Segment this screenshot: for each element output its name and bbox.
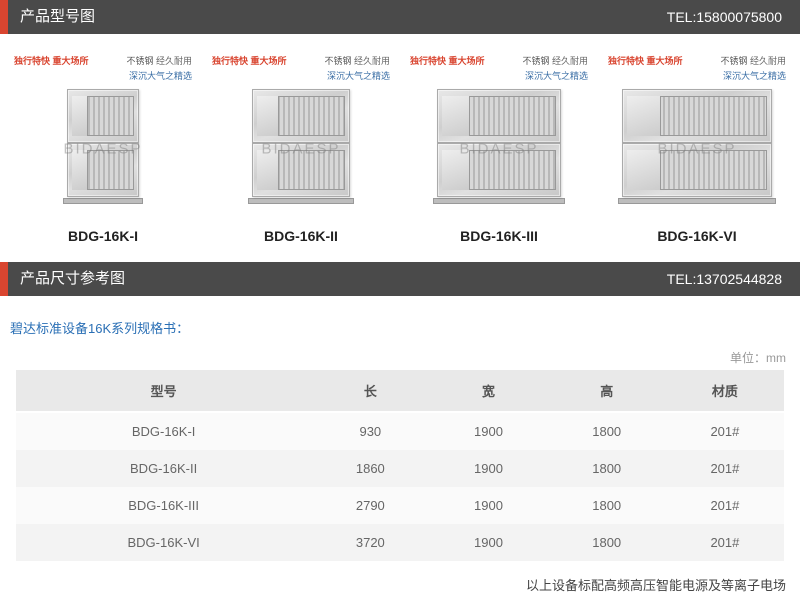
- product-tagline-2: 深沉大气之精选: [206, 69, 396, 84]
- unit-label: 单位：mm: [0, 343, 800, 370]
- table-row: BDG-16K-VI372019001800201#: [16, 524, 784, 561]
- table-cell: 3720: [311, 524, 429, 561]
- product-tagline-2: 深沉大气之精选: [602, 69, 792, 84]
- product-label: BDG-16K-III: [404, 228, 594, 244]
- product-grid: 独行特快 重大场所 不锈钢 经久耐用 深沉大气之精选 BIDAESP BDG-1…: [0, 46, 800, 262]
- tag-right: 不锈钢 经久耐用: [523, 54, 589, 67]
- product-card: 独行特快 重大场所 不锈钢 经久耐用 深沉大气之精选 BIDAESP BDG-1…: [602, 54, 792, 244]
- tag-blue: 深沉大气之精选: [327, 69, 390, 82]
- table-row: BDG-16K-I93019001800201#: [16, 412, 784, 450]
- accent-bar: [0, 0, 8, 34]
- tag-blue: 深沉大气之精选: [723, 69, 786, 82]
- section-header-dimensions: 产品尺寸参考图 TEL:13702544828: [0, 262, 800, 296]
- tag-blue: 深沉大气之精选: [129, 69, 192, 82]
- spec-table: 型号长宽高材质 BDG-16K-I93019001800201#BDG-16K-…: [16, 370, 784, 561]
- table-cell: 1800: [548, 487, 666, 524]
- table-cell: 930: [311, 412, 429, 450]
- table-cell: 1860: [311, 450, 429, 487]
- product-card: 独行特快 重大场所 不锈钢 经久耐用 深沉大气之精选 BIDAESP BDG-1…: [8, 54, 198, 244]
- table-cell: 201#: [666, 524, 784, 561]
- table-row: BDG-16K-III279019001800201#: [16, 487, 784, 524]
- table-cell: 1900: [429, 524, 547, 561]
- product-card: 独行特快 重大场所 不锈钢 经久耐用 深沉大气之精选 BIDAESP BDG-1…: [404, 54, 594, 244]
- tag-right: 不锈钢 经久耐用: [325, 54, 391, 67]
- table-cell: BDG-16K-III: [16, 487, 311, 524]
- table-cell: 201#: [666, 487, 784, 524]
- table-header-cell: 型号: [16, 370, 311, 412]
- product-image: BIDAESP: [404, 84, 594, 214]
- product-label: BDG-16K-VI: [602, 228, 792, 244]
- section-header-models: 产品型号图 TEL:15800075800: [0, 0, 800, 34]
- tag-blue: 深沉大气之精选: [525, 69, 588, 82]
- table-cell: 1800: [548, 450, 666, 487]
- product-tagline-2: 深沉大气之精选: [404, 69, 594, 84]
- product-tagline: 独行特快 重大场所 不锈钢 经久耐用: [8, 54, 198, 69]
- section-title-dimensions: 产品尺寸参考图: [8, 262, 667, 296]
- table-cell: 1900: [429, 450, 547, 487]
- table-cell: 201#: [666, 450, 784, 487]
- product-tagline: 独行特快 重大场所 不锈钢 经久耐用: [602, 54, 792, 69]
- table-cell: 201#: [666, 412, 784, 450]
- product-image: BIDAESP: [8, 84, 198, 214]
- table-header-cell: 材质: [666, 370, 784, 412]
- table-cell: 1900: [429, 487, 547, 524]
- tag-red: 独行特快 重大场所: [14, 54, 89, 67]
- tag-red: 独行特快 重大场所: [212, 54, 287, 67]
- table-cell: BDG-16K-I: [16, 412, 311, 450]
- footer-note: 以上设备标配高频高压智能电源及等离子电场: [0, 561, 800, 602]
- table-header-cell: 宽: [429, 370, 547, 412]
- product-tagline: 独行特快 重大场所 不锈钢 经久耐用: [404, 54, 594, 69]
- table-cell: BDG-16K-VI: [16, 524, 311, 561]
- table-header-cell: 高: [548, 370, 666, 412]
- accent-bar: [0, 262, 8, 296]
- tag-red: 独行特快 重大场所: [410, 54, 485, 67]
- table-row: BDG-16K-II186019001800201#: [16, 450, 784, 487]
- spec-table-header-row: 型号长宽高材质: [16, 370, 784, 412]
- tag-red: 独行特快 重大场所: [608, 54, 683, 67]
- tag-right: 不锈钢 经久耐用: [721, 54, 787, 67]
- product-card: 独行特快 重大场所 不锈钢 经久耐用 深沉大气之精选 BIDAESP BDG-1…: [206, 54, 396, 244]
- tag-right: 不锈钢 经久耐用: [127, 54, 193, 67]
- table-cell: 1900: [429, 412, 547, 450]
- table-cell: 1800: [548, 524, 666, 561]
- product-tagline: 独行特快 重大场所 不锈钢 经久耐用: [206, 54, 396, 69]
- table-cell: 1800: [548, 412, 666, 450]
- table-cell: 2790: [311, 487, 429, 524]
- product-tagline-2: 深沉大气之精选: [8, 69, 198, 84]
- section-title-models: 产品型号图: [8, 0, 667, 34]
- product-image: BIDAESP: [602, 84, 792, 214]
- section-tel-models: TEL:15800075800: [667, 0, 800, 34]
- table-cell: BDG-16K-II: [16, 450, 311, 487]
- product-label: BDG-16K-I: [8, 228, 198, 244]
- section-tel-dimensions: TEL:13702544828: [667, 262, 800, 296]
- product-label: BDG-16K-II: [206, 228, 396, 244]
- table-header-cell: 长: [311, 370, 429, 412]
- product-image: BIDAESP: [206, 84, 396, 214]
- spec-intro: 碧达标准设备16K系列规格书：: [0, 308, 800, 343]
